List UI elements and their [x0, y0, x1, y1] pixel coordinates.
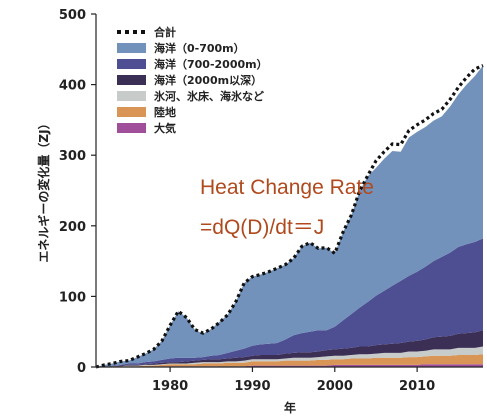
area-series-4: [96, 238, 483, 367]
legend-label: 海洋（700-2000m）: [154, 57, 268, 71]
area-series-3: [96, 330, 483, 367]
axes-frame: [95, 14, 483, 368]
legend-label: 海洋（0-700m）: [154, 41, 245, 55]
area-series-5: [96, 65, 483, 367]
stacked-areas: [96, 65, 483, 367]
x-tick-label: 1990: [234, 379, 270, 394]
x-axis-label: 年: [284, 400, 296, 415]
y-tick-label: 100: [59, 290, 86, 305]
x-axis-ticks: 1980 1990 2000 2010: [152, 367, 435, 394]
y-tick-label: 300: [59, 149, 86, 164]
legend-swatch: [117, 91, 146, 101]
y-axis-label: エネルギーの変化量（ZJ）: [36, 117, 51, 262]
y-tick-label: 400: [59, 79, 86, 94]
legend-swatch: [117, 123, 146, 133]
x-tick-label: 2010: [399, 379, 435, 394]
overlay-text-line-1: Heat Change Rate: [200, 176, 374, 199]
legend-label: 海洋（2000m以深）: [154, 73, 262, 87]
legend-swatch: [117, 107, 146, 117]
area-series-1: [96, 354, 483, 367]
legend-label: 氷河、氷床、海氷など: [154, 89, 264, 103]
y-tick-label: 500: [59, 8, 86, 23]
legend-swatch: [117, 75, 146, 85]
x-tick-label: 1980: [152, 379, 188, 394]
overlay-text-line-2: =dQ(D)/dt＝J: [200, 216, 324, 239]
area-series-2: [96, 346, 483, 367]
y-tick-label: 0: [77, 361, 86, 376]
legend-swatch: [117, 59, 146, 69]
total-series-line: [95, 64, 484, 369]
legend-swatch: [117, 43, 146, 53]
legend-label: 大気: [154, 121, 176, 135]
total-line-layer: [95, 64, 484, 369]
y-tick-label: 200: [59, 220, 86, 235]
legend-label: 陸地: [154, 105, 176, 119]
y-axis-ticks: 0 100 200 300 400 500: [59, 8, 96, 376]
legend-label: 合計: [154, 25, 176, 39]
x-tick-label: 2000: [317, 379, 353, 394]
